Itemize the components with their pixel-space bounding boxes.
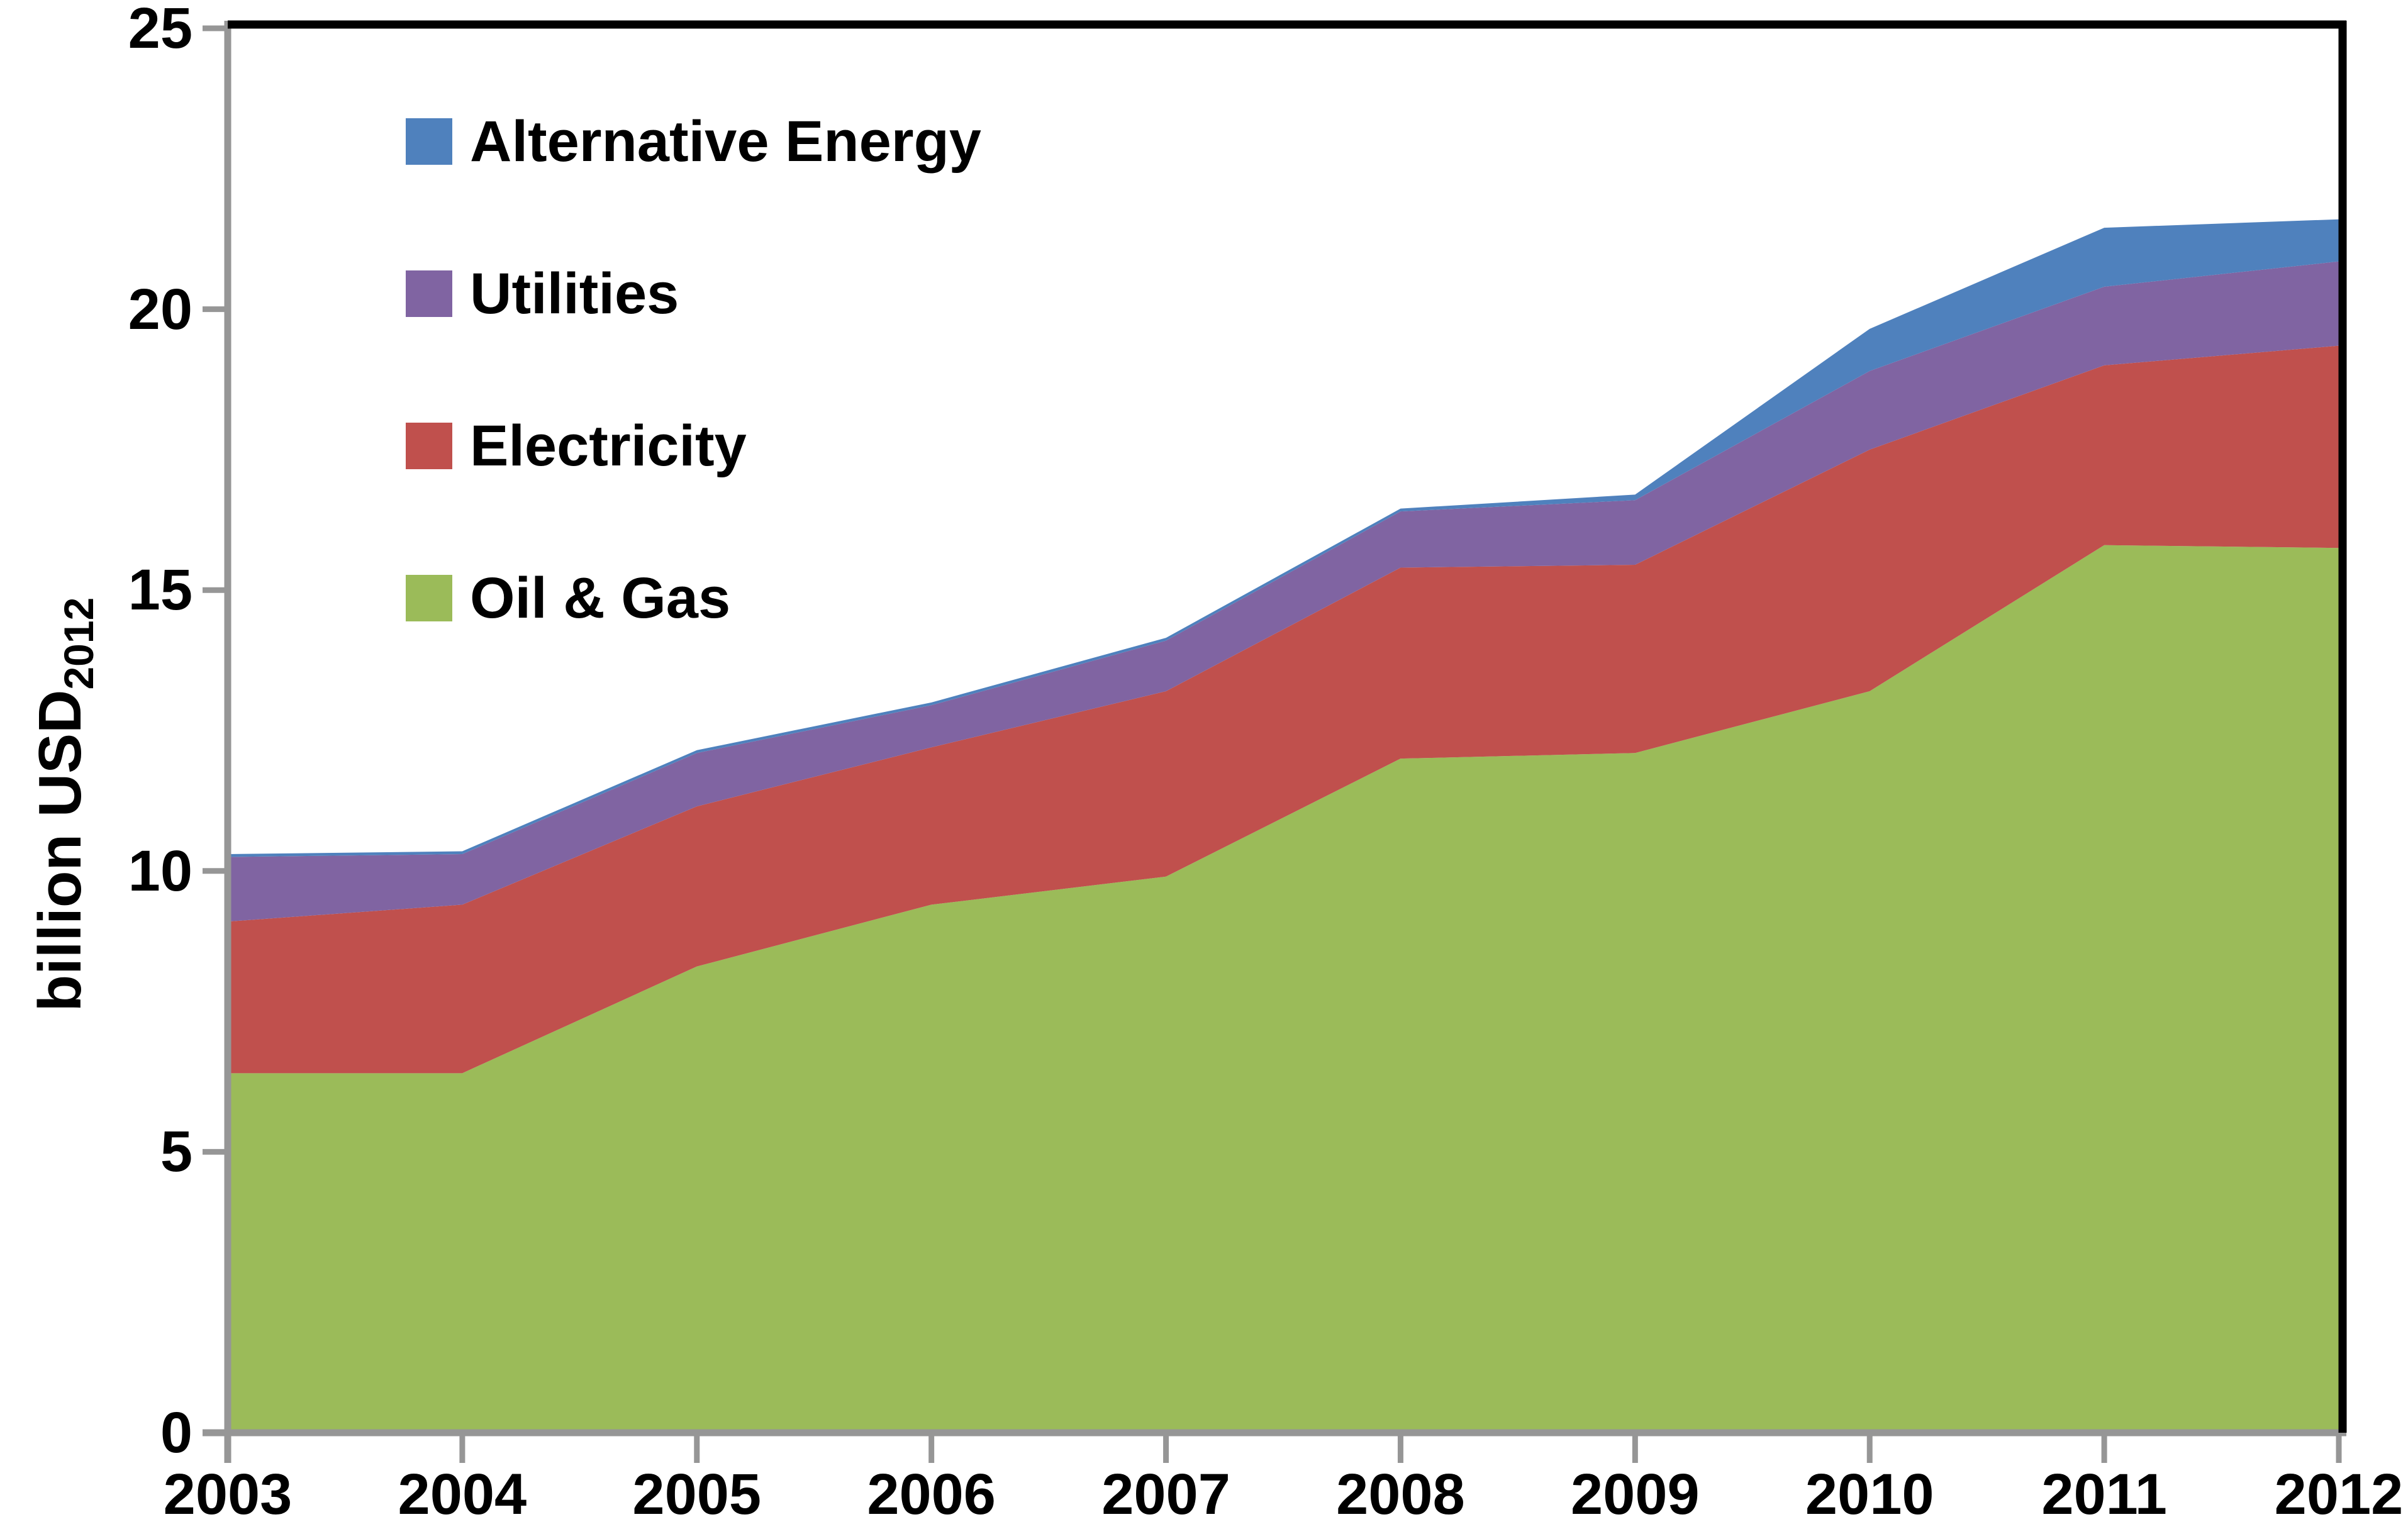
x-tick-label-2010: 2010 [1805, 1462, 1934, 1526]
area-series-utilities [228, 261, 2339, 922]
x-tick-label-2006: 2006 [867, 1462, 996, 1526]
legend-label-oil-gas: Oil & Gas [470, 566, 731, 630]
x-tick-label-2011: 2011 [2041, 1462, 2167, 1526]
x-tick-label-2012: 2012 [2274, 1462, 2404, 1526]
x-tick-label-2005: 2005 [632, 1462, 762, 1526]
y-tick-label-0: 0 [160, 1401, 192, 1465]
legend-item-electricity: Electricity [406, 417, 981, 475]
legend-label-electricity: Electricity [470, 414, 747, 478]
x-tick-label-2007: 2007 [1101, 1462, 1230, 1526]
chart-legend: Alternative Energy Utilities Electricity… [406, 109, 981, 725]
area-series-alternative-energy [228, 219, 2339, 857]
legend-swatch-alternative-energy [406, 118, 452, 165]
legend-label-utilities: Utilities [470, 262, 679, 326]
legend-item-alternative-energy: Alternative Energy [406, 109, 981, 174]
x-tick-label-2009: 2009 [1570, 1462, 1700, 1526]
y-tick-label-15: 15 [128, 558, 192, 623]
x-tick-label-2004: 2004 [398, 1462, 527, 1526]
area-series-electricity [228, 345, 2339, 1074]
y-tick-label-5: 5 [160, 1120, 192, 1184]
legend-swatch-electricity [406, 423, 452, 469]
legend-swatch-oil-gas [406, 575, 452, 621]
x-tick-label-2008: 2008 [1336, 1462, 1465, 1526]
y-tick-label-25: 25 [128, 0, 192, 60]
legend-item-utilities: Utilities [406, 265, 981, 323]
x-tick-label-2003: 2003 [163, 1462, 293, 1526]
y-tick-label-10: 10 [128, 838, 192, 903]
legend-label-alternative-energy: Alternative Energy [470, 109, 981, 174]
legend-item-oil-gas: Oil & Gas [406, 569, 981, 627]
area-series-oil-gas [228, 545, 2339, 1433]
legend-swatch-utilities [406, 270, 452, 317]
y-tick-label-20: 20 [128, 277, 192, 342]
